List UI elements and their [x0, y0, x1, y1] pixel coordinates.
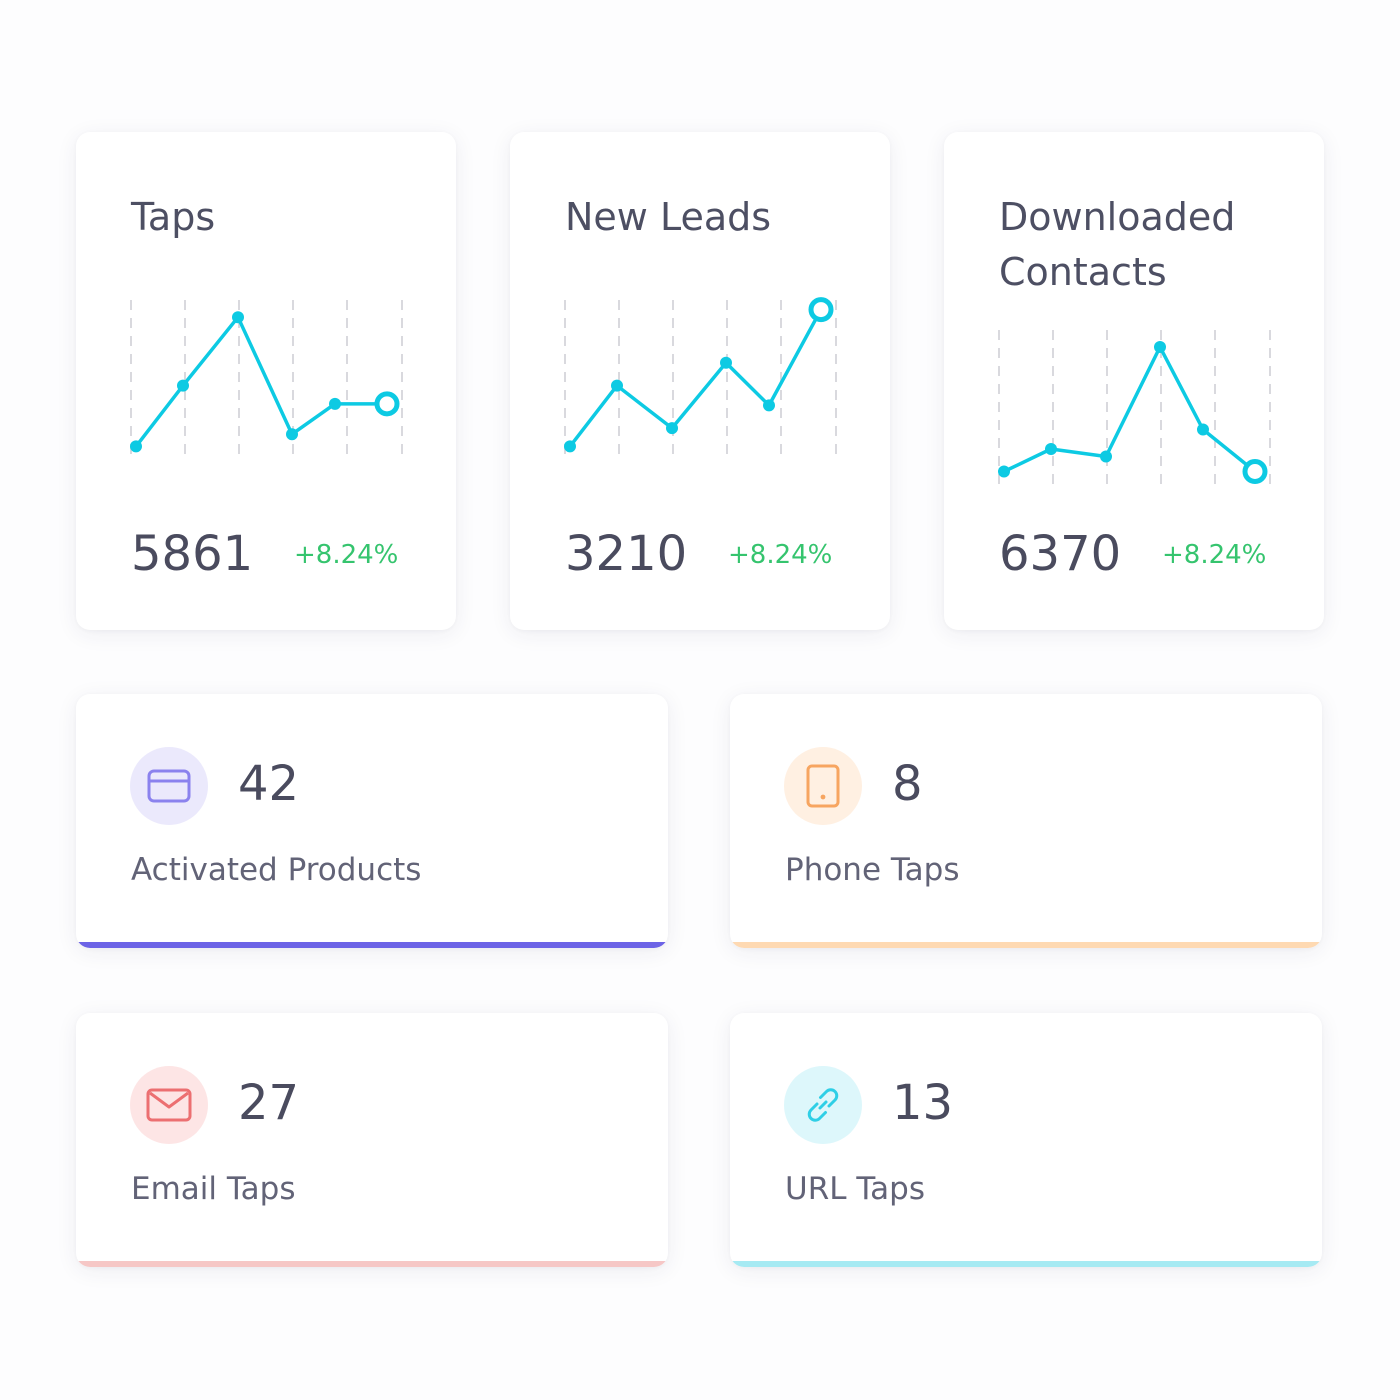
- card-icon: [130, 747, 208, 825]
- accent-bar: [730, 942, 1322, 948]
- metric-value: 3210: [565, 526, 688, 582]
- stat-value: 27: [238, 1075, 300, 1131]
- stat-value: 13: [892, 1075, 954, 1131]
- mail-icon: [130, 1066, 208, 1144]
- chart-point: [1045, 443, 1057, 455]
- metric-value: 6370: [999, 526, 1122, 582]
- chart-point-last: [1242, 459, 1268, 484]
- sparkline-chart: [998, 330, 1271, 486]
- chart-point-last: [808, 297, 834, 323]
- accent-bar: [76, 1261, 668, 1267]
- chart-point: [666, 422, 678, 435]
- metric-title: Downloaded Contacts: [999, 195, 1236, 294]
- link-icon: [784, 1066, 862, 1144]
- chart-point: [611, 379, 623, 392]
- stat-value: 42: [238, 756, 300, 812]
- metric-card-taps: Taps 5861 +8.24%: [76, 132, 456, 630]
- stat-label: URL Taps: [785, 1171, 925, 1207]
- metric-card-new-leads: New Leads 3210 +8.24%: [510, 132, 890, 630]
- accent-bar: [730, 1261, 1322, 1267]
- chart-point: [1154, 341, 1166, 353]
- metric-title: Taps: [131, 195, 216, 239]
- stat-label: Activated Products: [131, 852, 422, 888]
- chart-point: [564, 440, 576, 453]
- chart-point: [1100, 450, 1112, 463]
- stat-card-url-taps: 13 URL Taps: [730, 1013, 1322, 1267]
- metric-card-downloaded-contacts: Downloaded Contacts 6370 +8.24%: [944, 132, 1324, 630]
- chart-point: [232, 311, 244, 324]
- metric-change: +8.24%: [1162, 540, 1267, 570]
- stat-label: Phone Taps: [785, 852, 960, 888]
- stat-card-activated-products: 42 Activated Products: [76, 694, 668, 948]
- metric-change: +8.24%: [294, 540, 399, 570]
- chart-series-line: [134, 315, 389, 449]
- chart-point: [998, 465, 1010, 478]
- stat-card-email-taps: 27 Email Taps: [76, 1013, 668, 1267]
- phone-icon: [784, 747, 862, 825]
- chart-series-line: [1002, 345, 1257, 474]
- metric-title: New Leads: [565, 195, 772, 239]
- sparkline-chart: [130, 300, 403, 458]
- stat-label: Email Taps: [131, 1171, 296, 1207]
- metric-value: 5861: [131, 526, 254, 582]
- sparkline-chart: [564, 297, 837, 458]
- chart-point: [763, 399, 775, 412]
- metric-change: +8.24%: [728, 540, 833, 570]
- stat-value: 8: [892, 756, 923, 812]
- chart-point-last: [374, 391, 400, 417]
- chart-point: [1197, 423, 1209, 436]
- chart-point: [286, 428, 298, 441]
- chart-point: [130, 440, 142, 453]
- chart-point: [329, 397, 341, 410]
- chart-point: [720, 356, 732, 369]
- stat-card-phone-taps: 8 Phone Taps: [730, 694, 1322, 948]
- chart-series-line: [568, 307, 823, 449]
- accent-bar: [76, 942, 668, 948]
- chart-point: [177, 379, 189, 392]
